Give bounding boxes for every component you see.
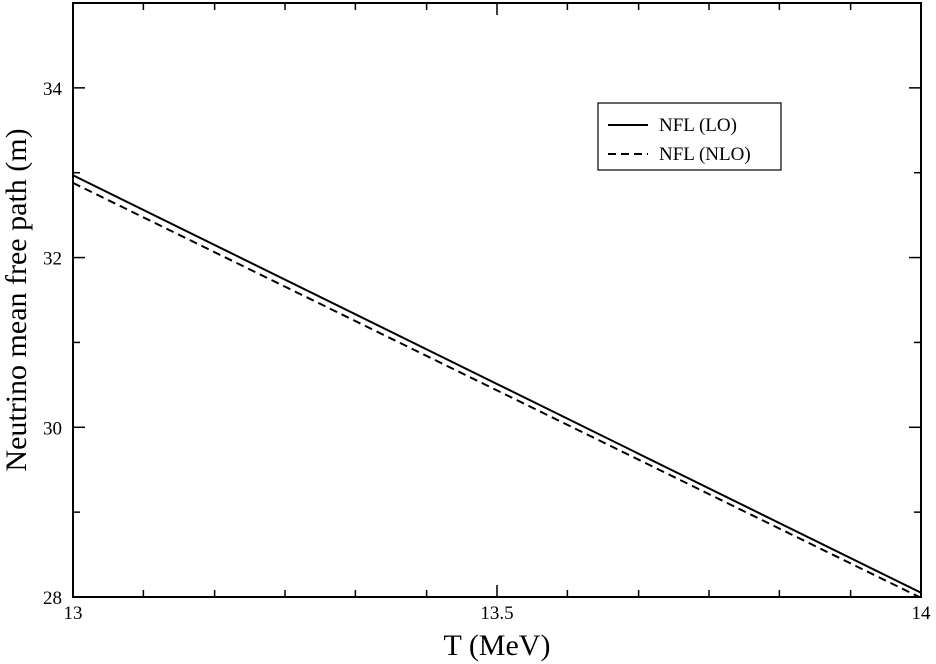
y-tick-label: 34 <box>43 79 63 100</box>
x-tick-label: 13 <box>64 603 83 624</box>
legend-label-nlo: NFL (NLO) <box>659 144 751 165</box>
x-tick-label: 13.5 <box>480 603 513 624</box>
axis-ticks <box>72 3 922 598</box>
y-tick-label: 30 <box>43 418 62 439</box>
plot-frame <box>72 2 922 598</box>
x-tick-label: 14 <box>912 603 932 624</box>
legend-label-lo: NFL (LO) <box>659 115 737 136</box>
y-axis-label: Neutrino mean free path (m) <box>0 128 33 471</box>
series-line-lo <box>73 174 921 594</box>
tick-labels: 13 13.5 14 28 30 32 34 <box>43 79 931 624</box>
series-layer <box>73 174 921 597</box>
series-line-nlo <box>73 182 921 597</box>
y-tick-label: 28 <box>43 588 62 609</box>
legend-box <box>597 102 782 171</box>
x-axis-label: T (MeV) <box>444 629 551 662</box>
legend: NFL (LO) NFL (NLO) <box>597 102 782 171</box>
y-tick-label: 32 <box>43 249 62 270</box>
